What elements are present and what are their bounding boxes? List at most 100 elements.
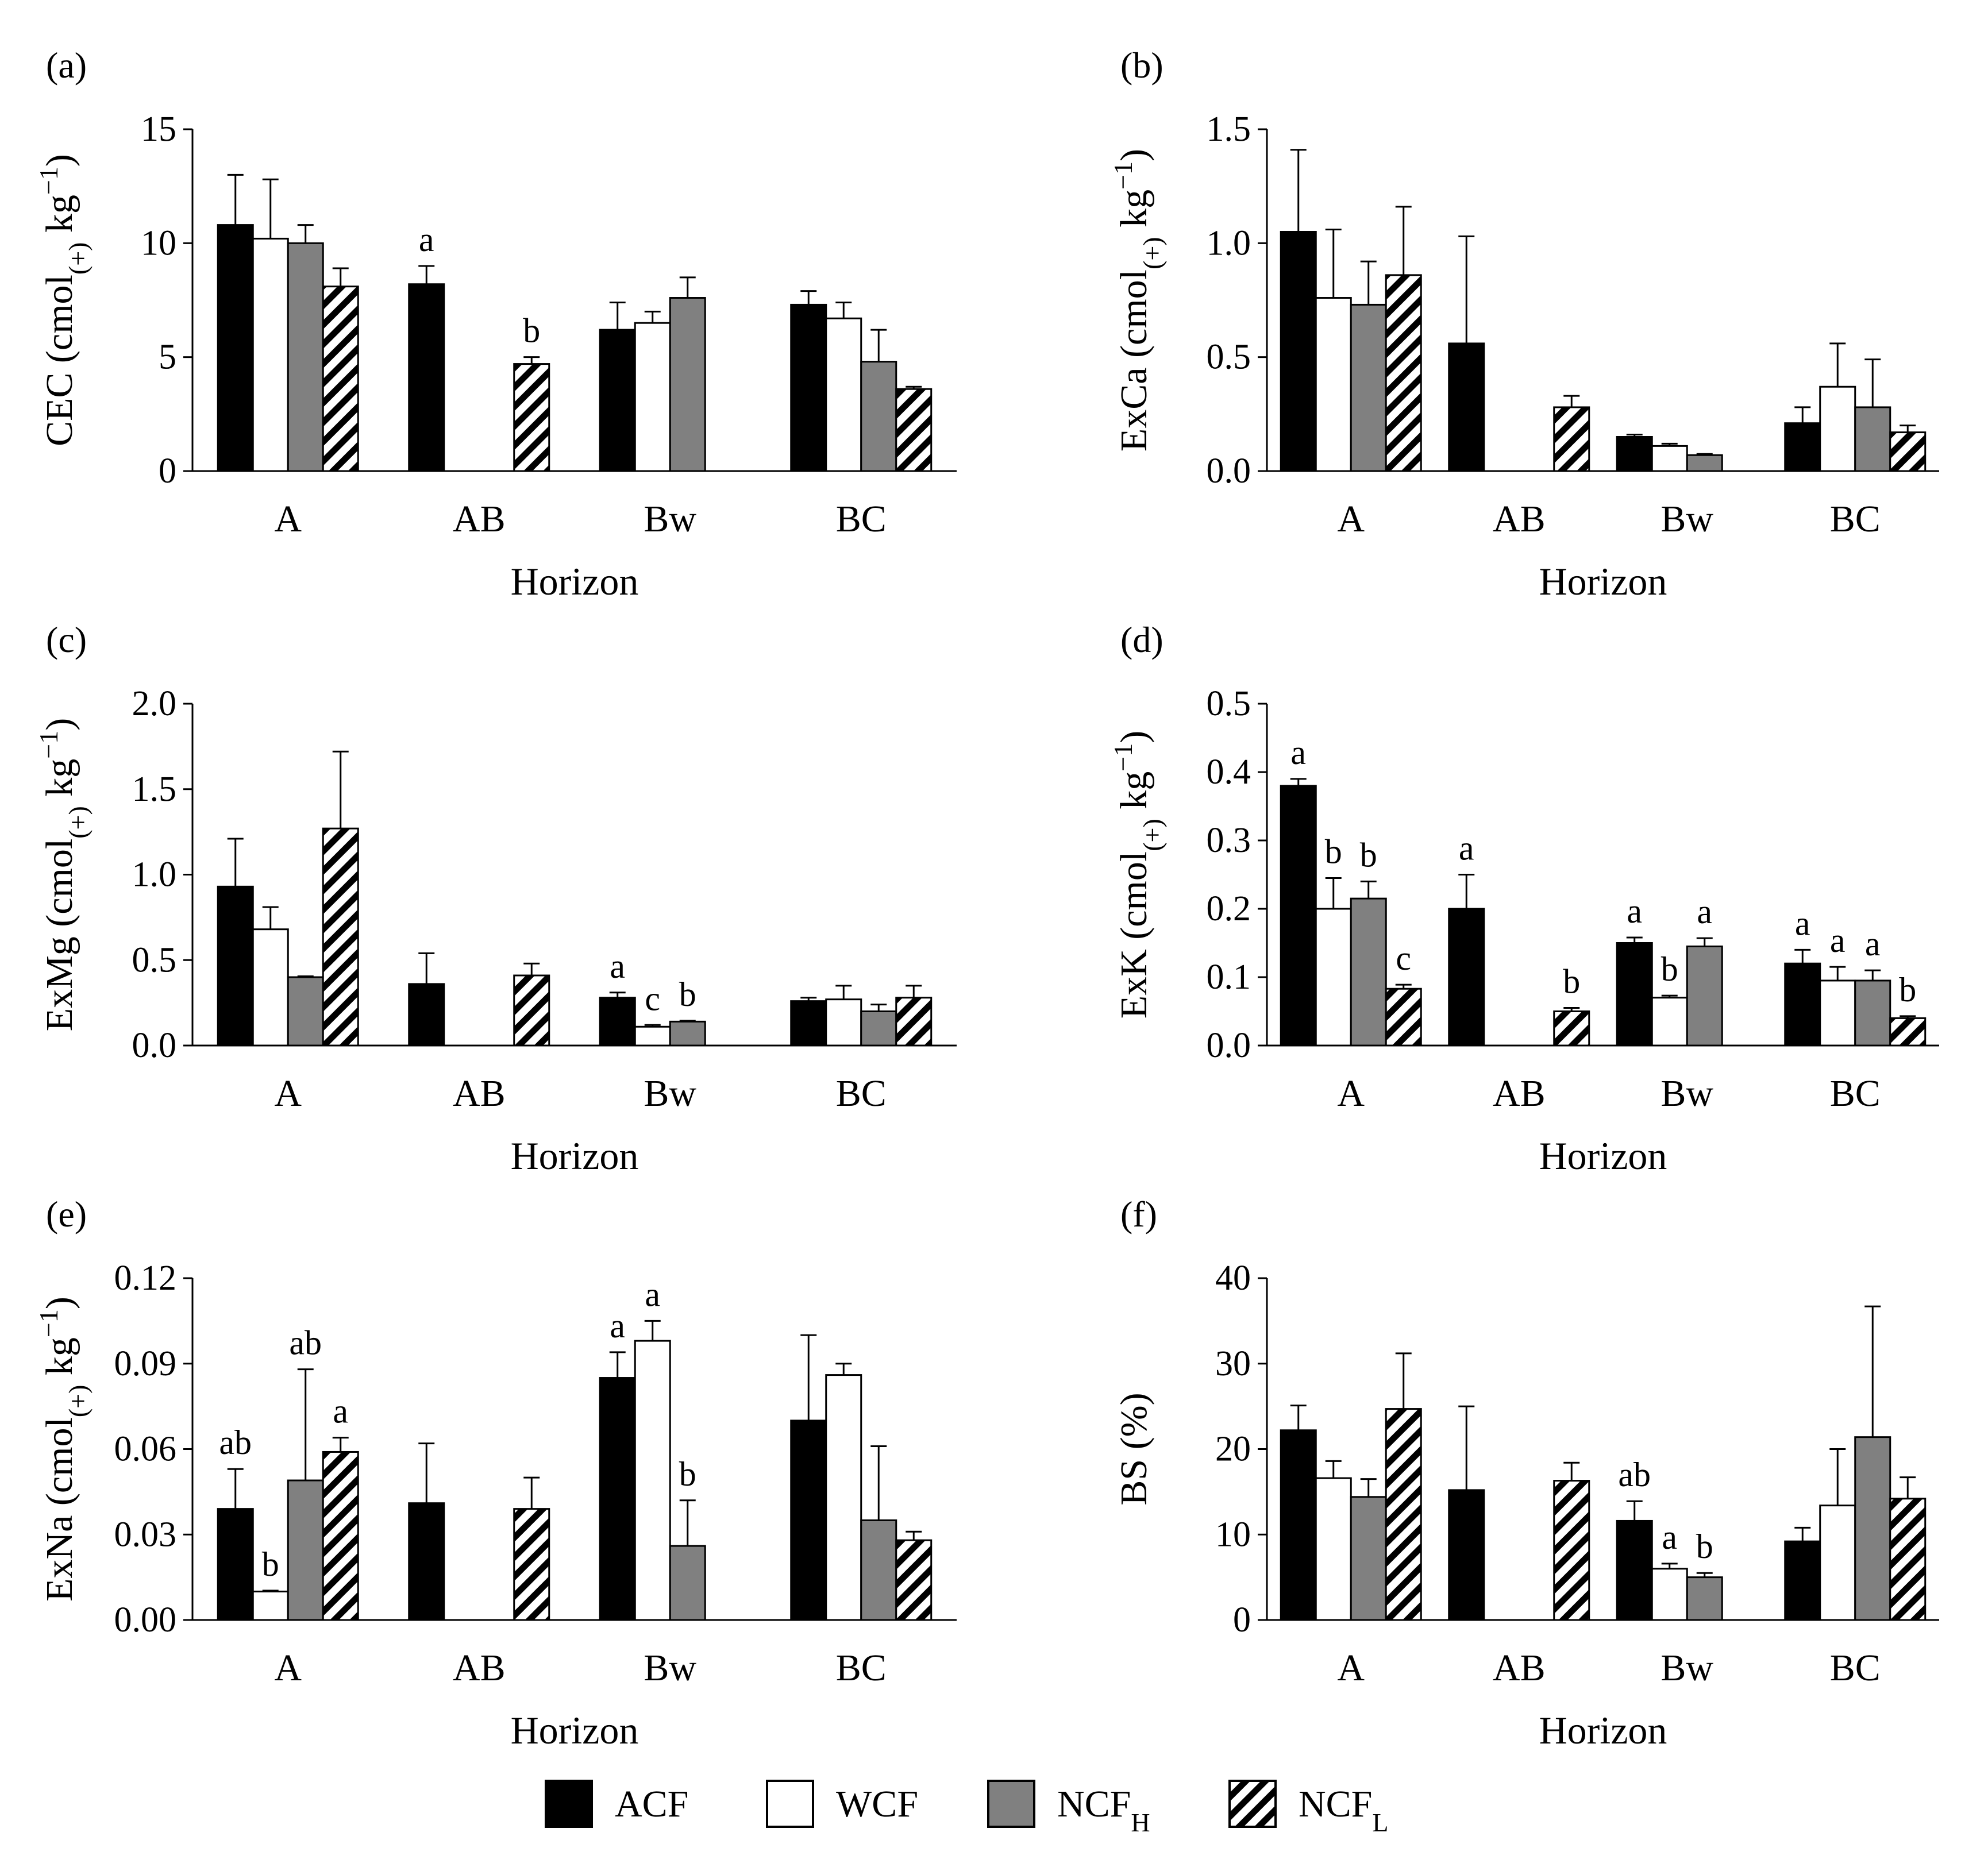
bar — [634, 1025, 671, 1047]
bar — [599, 329, 636, 472]
significance-label: b — [1696, 1527, 1713, 1565]
bar — [1448, 908, 1485, 1047]
significance-label: b — [1360, 836, 1377, 874]
x-tick-label: A — [1337, 498, 1365, 540]
legend: ACF WCF NCFH NCFL — [545, 1780, 1389, 1837]
bar — [1553, 1480, 1590, 1621]
legend-swatch — [766, 1780, 814, 1828]
x-tick-label: A — [274, 498, 302, 540]
bar — [1350, 897, 1387, 1047]
bar — [860, 1010, 897, 1047]
y-axis-title-unit: kg — [38, 1337, 80, 1385]
chart-panel: (a) 0 5 10 15 CEC (cmol(+) kg−1) Aa b AB Bw BC Hori… — [34, 45, 957, 603]
chart-panel: (e) 0.00 0.03 0.06 0.09 0.12 ExNa (cmol(+) kg−… — [34, 1194, 957, 1752]
x-tick-label: Bw — [1660, 1073, 1713, 1114]
y-tick-label: 0 — [1233, 1600, 1251, 1640]
bar — [408, 983, 445, 1047]
chart-panel: (c) 0.0 0.5 1.0 1.5 2.0 ExMg (cmol(+) kg−1) A AB… — [34, 619, 957, 1178]
y-tick-label: 0.1 — [1207, 958, 1251, 997]
x-tick-label: Bw — [1660, 498, 1713, 540]
y-axis-title-close: ) — [38, 154, 80, 167]
x-axis-title: Horizon — [1539, 560, 1667, 603]
significance-label: a — [1290, 734, 1306, 772]
bar — [1448, 1489, 1485, 1621]
bar — [1854, 979, 1891, 1047]
bar — [408, 283, 445, 472]
bar — [1448, 342, 1485, 472]
significance-label: a — [419, 221, 434, 259]
significance-label: b — [1325, 832, 1342, 870]
bar — [669, 1545, 706, 1621]
y-tick-label: 0.2 — [1207, 889, 1251, 928]
y-tick-label: 1.0 — [1207, 223, 1251, 263]
legend-label-sub: H — [1131, 1808, 1150, 1837]
y-axis-title-sup: −1 — [34, 1309, 63, 1337]
y-axis-title-unit: kg — [38, 195, 80, 242]
y-tick-label: 40 — [1215, 1259, 1251, 1298]
y-axis-title: CEC (cmol(+) kg−1) — [34, 154, 93, 446]
bar — [1784, 422, 1821, 472]
y-axis-title-sub: (+) — [1138, 819, 1167, 851]
bar — [634, 1340, 671, 1621]
panel-label: (c) — [46, 619, 87, 660]
significance-label: b — [1661, 950, 1678, 988]
y-tick-label: 2.0 — [132, 684, 177, 723]
x-tick-label: A — [274, 1073, 302, 1114]
bar — [599, 1377, 636, 1621]
y-axis-title-text: ExMg (cmol — [38, 839, 80, 1031]
x-tick-label: AB — [1493, 1647, 1546, 1689]
y-axis-title-text: CEC (cmol — [38, 275, 80, 446]
bar — [825, 1374, 862, 1621]
y-axis-title-sup: −1 — [34, 167, 63, 195]
significance-label: a — [1865, 925, 1881, 963]
bar — [790, 1419, 827, 1621]
y-axis-title-unit: kg — [1113, 772, 1155, 819]
x-tick-label: AB — [453, 498, 506, 540]
significance-label: a — [610, 1307, 625, 1345]
y-axis-title-sub: (+) — [63, 1385, 93, 1418]
significance-label: a — [1697, 893, 1712, 931]
bar — [1385, 987, 1422, 1047]
y-tick-label: 0.00 — [114, 1600, 177, 1640]
bar — [895, 997, 933, 1047]
y-axis-title-text: ExCa (cmol — [1113, 269, 1155, 452]
x-tick-label: BC — [836, 498, 887, 540]
legend-label: NCFH — [1057, 1783, 1150, 1837]
chart-panel: (b) 0.0 0.5 1.0 1.5 ExCa (cmol(+) kg−1) A AB Bw B… — [1108, 45, 1939, 603]
legend-label: WCF — [836, 1783, 918, 1825]
x-tick-label: A — [1337, 1073, 1365, 1114]
y-tick-label: 0.06 — [114, 1430, 177, 1469]
bar — [1616, 436, 1653, 472]
x-tick-label: BC — [1830, 498, 1881, 540]
bar — [860, 361, 897, 472]
bar — [1889, 431, 1927, 472]
bar — [1854, 1436, 1891, 1621]
significance-label: b — [679, 1455, 696, 1493]
x-tick-label: BC — [1830, 1073, 1881, 1114]
legend-label-text: WCF — [836, 1783, 918, 1825]
bar — [634, 322, 671, 472]
bar — [825, 998, 862, 1047]
y-tick-label: 1.0 — [132, 855, 177, 894]
x-axis-title: Horizon — [1539, 1708, 1667, 1752]
significance-label: c — [645, 979, 660, 1017]
bar — [252, 928, 289, 1047]
y-axis-title: ExK (cmol(+) kg−1) — [1108, 731, 1167, 1019]
bar — [1784, 962, 1821, 1047]
bar — [322, 1451, 359, 1621]
bar — [1889, 1498, 1927, 1621]
y-axis-title-close: ) — [1113, 731, 1155, 743]
y-tick-label: 0.0 — [1207, 452, 1251, 491]
bar — [790, 303, 827, 472]
y-tick-label: 1.5 — [132, 770, 177, 809]
legend-item: ACF — [545, 1780, 688, 1828]
bar — [1350, 303, 1387, 472]
legend-label-text: NCF — [1299, 1783, 1372, 1825]
significance-label: a — [1830, 921, 1846, 959]
y-axis-title: ExNa (cmol(+) kg−1) — [34, 1297, 93, 1602]
significance-label: c — [1396, 939, 1411, 977]
y-tick-label: 20 — [1215, 1430, 1251, 1469]
bar — [1819, 979, 1856, 1047]
bar — [1651, 1568, 1688, 1621]
